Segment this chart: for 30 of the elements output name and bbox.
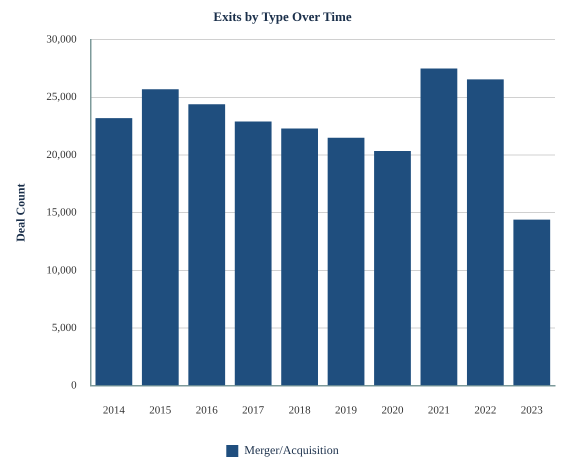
y-tick-label: 25,000 — [46, 91, 78, 104]
bar — [188, 104, 226, 386]
bar — [328, 138, 364, 386]
x-tick-label: 2022 — [474, 404, 496, 416]
x-tick-label: 2016 — [196, 404, 218, 416]
x-tick-label: 2014 — [102, 404, 126, 416]
y-tick-label: 10,000 — [46, 264, 78, 276]
bar — [513, 220, 550, 386]
x-tick-label: 2017 — [242, 404, 265, 416]
y-axis-title: Deal Count — [13, 184, 28, 242]
bar — [281, 128, 318, 386]
y-tick-label: 15,000 — [46, 206, 78, 219]
y-tick-label: 0 — [71, 380, 78, 392]
x-tick-label: 2023 — [520, 404, 544, 416]
x-tick-label: 2019 — [335, 404, 358, 416]
bar — [142, 89, 179, 386]
x-tick-label: 2020 — [381, 404, 404, 416]
bar — [466, 79, 504, 386]
x-tick-label: 2015 — [149, 404, 172, 416]
chart-title: Exits by Type Over Time — [213, 9, 352, 24]
bar — [234, 122, 272, 386]
x-tick-label: 2018 — [288, 404, 312, 416]
y-tick-label: 30,000 — [46, 33, 78, 46]
x-tick-label: 2021 — [428, 404, 450, 416]
legend-label: Merger/Acquisition — [244, 443, 339, 458]
y-tick-label: 20,000 — [46, 148, 78, 161]
bar — [95, 118, 132, 386]
y-tick-label: 5,000 — [52, 322, 78, 334]
bar — [374, 150, 411, 386]
bar — [420, 68, 458, 386]
